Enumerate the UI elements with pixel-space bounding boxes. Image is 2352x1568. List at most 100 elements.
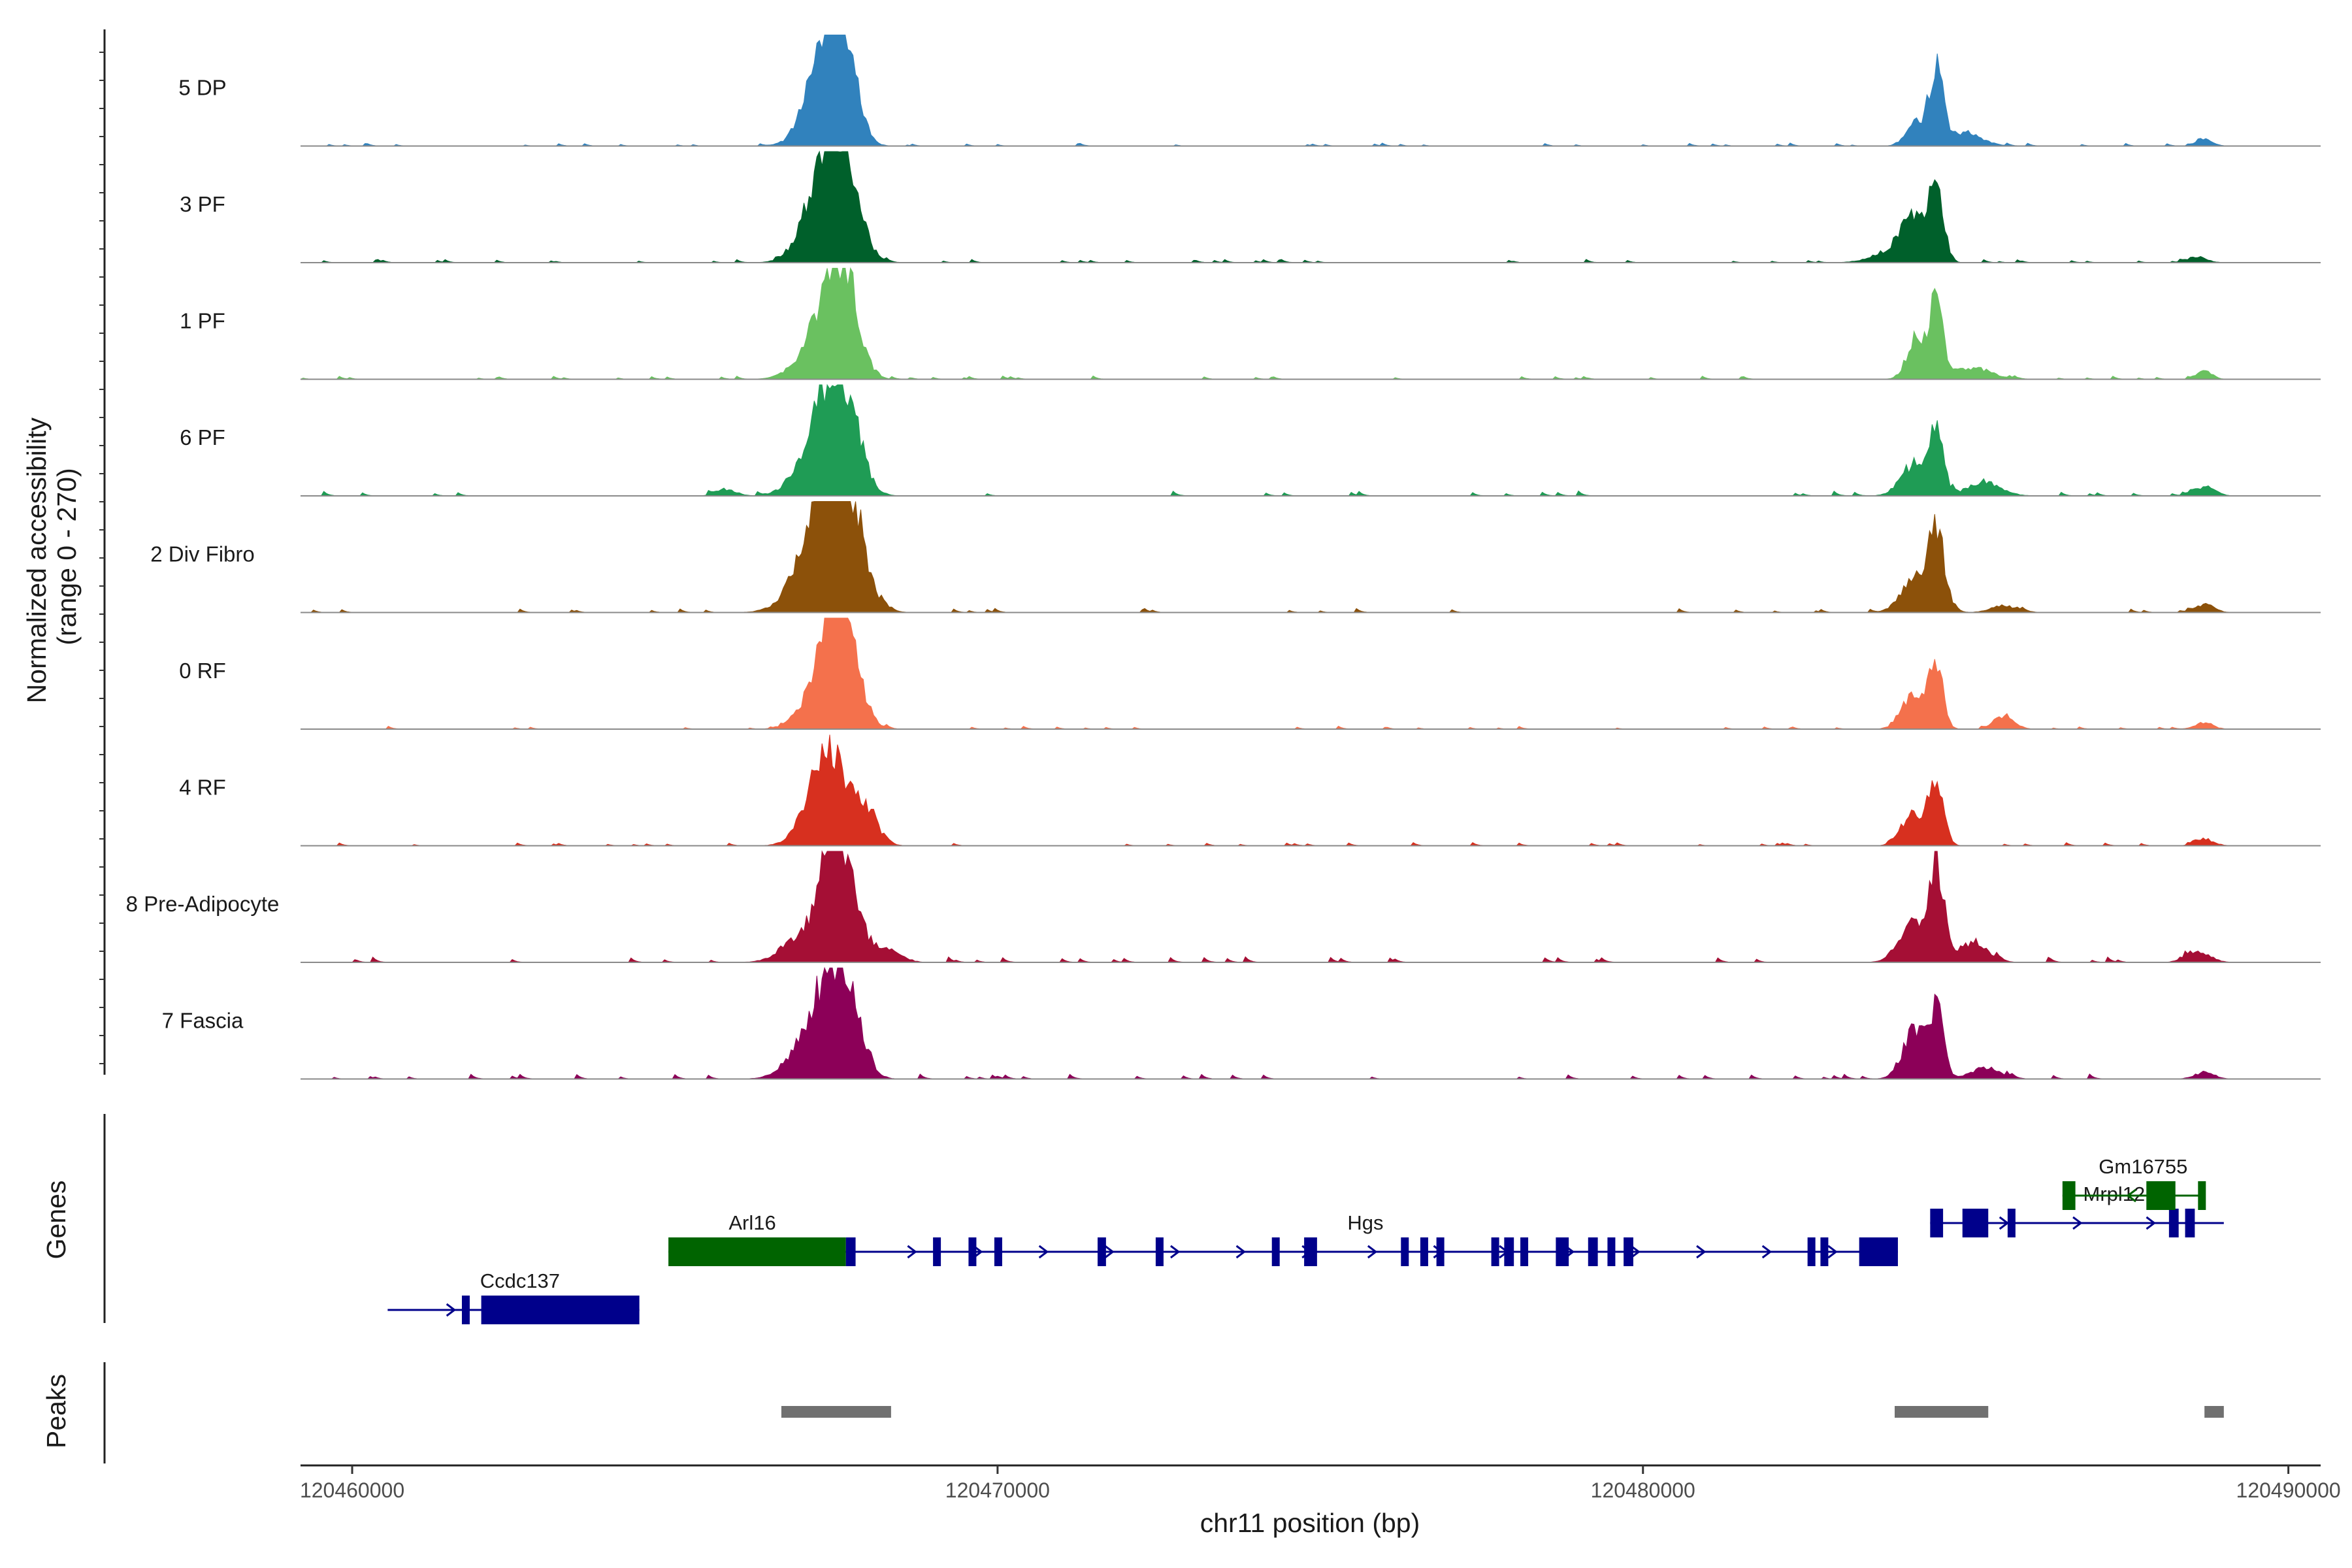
genes-panel-label: Genes	[41, 1181, 71, 1260]
coverage-tracks: 5 DP 3 PF 1 PF 6 PF 2 Div Fibro 0 RF 4 RF 8 Pre…	[126, 35, 2321, 1080]
coverage-area	[301, 150, 2230, 263]
coverage-area	[301, 734, 2230, 847]
strand-arrow	[1827, 1245, 1838, 1259]
coverage-area	[301, 966, 2230, 1079]
y-axis-ticks	[99, 52, 105, 1064]
gene-exon	[481, 1296, 640, 1324]
gene-exon	[845, 1237, 856, 1266]
x-axis-ticks: 120460000 120470000 120480000 120490000	[300, 1465, 2341, 1502]
y-axis-title: Normalized accessibility (range 0 - 270)	[22, 410, 82, 704]
strand-arrow	[1170, 1245, 1181, 1259]
x-tick-label: 120490000	[2236, 1478, 2341, 1502]
coverage-area	[301, 35, 2230, 147]
strand-arrow	[1696, 1245, 1707, 1259]
gene-exon	[968, 1237, 977, 1266]
track-7-fascia: 7 Fascia	[162, 966, 2321, 1080]
gene-exon	[1304, 1237, 1317, 1266]
peak-region	[2204, 1406, 2224, 1418]
gene-exon	[2007, 1209, 2016, 1237]
gene-exon	[1962, 1209, 1989, 1237]
gene-exon	[1504, 1237, 1514, 1266]
gene-exon	[2146, 1181, 2176, 1210]
track-label: 6 PF	[180, 425, 225, 449]
strand-arrow	[1761, 1245, 1772, 1259]
track-label: 0 RF	[179, 659, 226, 683]
coverage-area	[301, 850, 2230, 963]
strand-arrow	[907, 1245, 917, 1259]
track-label: 3 PF	[180, 192, 225, 216]
gene-gm16755: Gm16755	[2062, 1155, 2206, 1210]
gene-label: Gm16755	[2099, 1155, 2187, 1178]
gene-exon	[1401, 1237, 1409, 1266]
y-axis-title-line2: (range 0 - 270)	[52, 468, 82, 645]
track-0-rf: 0 RF	[179, 617, 2321, 730]
strand-arrow	[1999, 1216, 2010, 1230]
x-tick-label: 120470000	[945, 1478, 1050, 1502]
gene-exon	[1420, 1237, 1428, 1266]
gene-arl16: Arl16	[668, 1211, 846, 1266]
strand-arrow	[1104, 1245, 1115, 1259]
gene-hgs: Hgs	[845, 1211, 1898, 1266]
gene-exon	[1624, 1237, 1633, 1266]
peak-region	[1895, 1406, 1989, 1418]
strand-arrow	[1235, 1245, 1247, 1259]
gene-annotations: Ccdc137 Arl16 Hgs Mrpl12 Gm16755	[387, 1155, 2224, 1324]
track-label: 7 Fascia	[162, 1009, 244, 1033]
x-tick-label: 120480000	[1591, 1478, 1695, 1502]
y-axis-title-line1: Normalized accessibility	[22, 417, 52, 703]
gene-exon	[1820, 1237, 1829, 1266]
track-label: 8 Pre-Adipocyte	[126, 892, 280, 916]
gene-label: Arl16	[728, 1211, 776, 1234]
gene-exon	[1556, 1237, 1569, 1266]
strand-arrow	[1630, 1245, 1641, 1259]
gene-exon	[1588, 1237, 1598, 1266]
gene-exon	[668, 1237, 846, 1266]
track-6-pf: 6 PF	[180, 384, 2321, 497]
track-5-dp: 5 DP	[178, 35, 2321, 147]
gene-exon	[1859, 1237, 1898, 1266]
gene-exon	[1930, 1209, 1944, 1237]
coverage-area	[301, 501, 2230, 613]
gene-exon	[2198, 1181, 2206, 1210]
track-label: 2 Div Fibro	[150, 542, 255, 566]
track-3-pf: 3 PF	[180, 150, 2321, 263]
gene-exon	[2168, 1209, 2179, 1237]
peak-region	[781, 1406, 891, 1418]
track-label: 5 DP	[178, 76, 226, 100]
coverage-area	[301, 384, 2230, 497]
coverage-area	[301, 617, 2230, 730]
track-8-pre-adipocyte: 8 Pre-Adipocyte	[126, 850, 2321, 963]
track-label: 1 PF	[180, 309, 225, 333]
gene-exon	[1807, 1237, 1816, 1266]
strand-arrow	[2072, 1216, 2083, 1230]
gene-exon	[1607, 1237, 1616, 1266]
gene-exon	[933, 1237, 941, 1266]
track-2-div-fibro: 2 Div Fibro	[150, 501, 2321, 613]
strand-arrow	[1038, 1245, 1049, 1259]
gene-label: Hgs	[1347, 1211, 1383, 1234]
coverage-area	[300, 267, 2230, 380]
gene-exon	[994, 1237, 1002, 1266]
track-4-rf: 4 RF	[179, 734, 2321, 847]
track-1-pf: 1 PF	[180, 267, 2321, 380]
x-tick-label: 120460000	[300, 1478, 404, 1502]
gene-mrpl12: Mrpl12	[1930, 1183, 2224, 1237]
gene-ccdc137: Ccdc137	[387, 1269, 640, 1324]
gene-exon	[1155, 1237, 1164, 1266]
strand-arrow	[1367, 1245, 1378, 1259]
gene-exon	[1520, 1237, 1529, 1266]
strand-arrow	[446, 1303, 457, 1317]
strand-arrow	[2126, 1188, 2136, 1203]
gene-exon	[1098, 1237, 1106, 1266]
gene-exon	[2185, 1209, 2195, 1237]
gene-label: Mrpl12	[2083, 1183, 2146, 1205]
peak-regions	[781, 1406, 2224, 1418]
gene-label: Ccdc137	[480, 1269, 560, 1292]
gene-exon	[1436, 1237, 1445, 1266]
gene-exon	[2062, 1181, 2076, 1210]
gene-exon	[1271, 1237, 1280, 1266]
track-label: 4 RF	[179, 776, 226, 800]
gene-exon	[1491, 1237, 1499, 1266]
x-axis-title: chr11 position (bp)	[1200, 1508, 1420, 1538]
